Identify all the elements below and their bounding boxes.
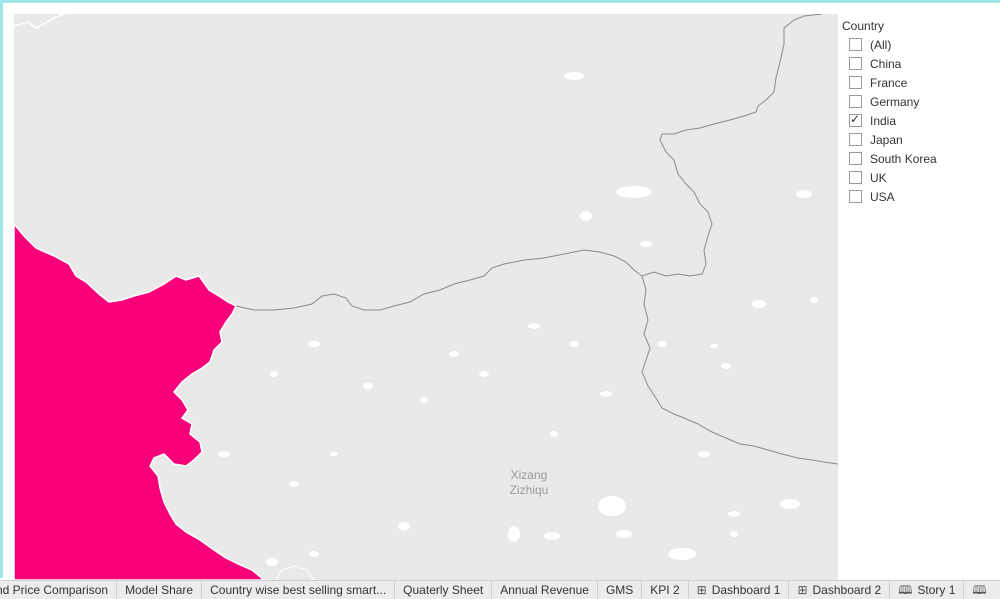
sheet-tab-label: Dashboard 2	[812, 583, 882, 597]
region-lower-right	[275, 565, 315, 580]
sheet-tab[interactable]: Country wise best selling smart...	[202, 581, 396, 599]
border-line-north	[14, 14, 65, 29]
sheet-tab-label: Country wise best selling smart...	[210, 583, 387, 597]
sheet-tab-label: nd Price Comparison	[0, 583, 109, 597]
filter-options: (All) China France Germany India Japan South K…	[842, 35, 1000, 206]
dashboard-icon: ⊞	[797, 583, 808, 597]
filter-option-label: (All)	[870, 37, 892, 52]
filter-option-label: USA	[870, 189, 895, 204]
filter-option[interactable]: Japan	[842, 130, 1000, 149]
checkbox[interactable]	[849, 152, 862, 165]
checkbox[interactable]	[849, 38, 862, 51]
sheet-tab-bar: nd Price Comparison Model Share Country wi…	[0, 580, 1000, 599]
sheet-tab-label: Story 1	[917, 583, 956, 597]
filter-option[interactable]: India	[842, 111, 1000, 130]
sheet-tab-label: Quaterly Sheet	[403, 583, 484, 597]
story-icon: 🕮	[898, 583, 913, 597]
checkbox[interactable]	[849, 95, 862, 108]
sheet-tab[interactable]: Annual Revenue	[492, 581, 598, 599]
sheet-tab[interactable]: ⊞ Dashboard 2	[789, 581, 891, 599]
sheet-tab[interactable]: KPI 2	[642, 581, 689, 599]
filter-option[interactable]: France	[842, 73, 1000, 92]
filter-option-label: UK	[870, 170, 887, 185]
sheet-tab-label: Model Share	[125, 583, 194, 597]
map-label-line1: Xizang	[510, 468, 548, 482]
filter-option-label: France	[870, 75, 908, 90]
india-region[interactable]	[14, 222, 266, 580]
sheet-tab[interactable]: ⊞ Dashboard 1	[689, 581, 790, 599]
country-filter: Country (All) China France Germany India Japa…	[842, 17, 1000, 206]
filter-option-label: India	[870, 113, 897, 128]
checkbox[interactable]	[849, 133, 862, 146]
checkbox[interactable]	[849, 112, 862, 127]
sheet-tab-label: GMS	[605, 583, 634, 597]
filter-option-label: China	[870, 56, 902, 71]
sheet-tab-label: Dashboard 1	[711, 583, 781, 597]
filter-option[interactable]: (All)	[842, 35, 1000, 54]
filter-option[interactable]: China	[842, 54, 1000, 73]
sheet-tab[interactable]: nd Price Comparison	[0, 581, 118, 599]
lakes	[218, 72, 818, 566]
sheet-tab[interactable]: Model Share	[117, 581, 203, 599]
sheet-tab[interactable]: 🕮 Story 1	[890, 581, 965, 599]
border-line-east	[641, 275, 838, 465]
sheet-tab-label: KPI 2	[650, 583, 680, 597]
sheet-tab-label: Annual Revenue	[500, 583, 589, 597]
map-region-label: Xizang Zizhiqu	[484, 468, 574, 498]
checkbox[interactable]	[849, 57, 862, 70]
filter-option-label: South Korea	[870, 151, 937, 166]
sheet-tab[interactable]: 🕮	[964, 581, 1000, 599]
map-view[interactable]: Xizang Zizhiqu	[14, 14, 838, 580]
filter-option-label: Japan	[870, 132, 903, 147]
checkbox[interactable]	[849, 190, 862, 203]
filter-option[interactable]: UK	[842, 168, 1000, 187]
filter-option[interactable]: South Korea	[842, 149, 1000, 168]
filter-option-label: Germany	[870, 94, 920, 109]
filter-option[interactable]: USA	[842, 187, 1000, 206]
worksheet-frame: Xizang Zizhiqu Country (All) China France G…	[0, 0, 1000, 578]
map-label-line2: Zizhiqu	[509, 483, 549, 497]
dashboard-icon: ⊞	[696, 583, 707, 597]
sheet-tab[interactable]: Quaterly Sheet	[395, 581, 493, 599]
border-line-main	[235, 14, 823, 311]
filter-title: Country	[842, 19, 885, 33]
checkbox[interactable]	[849, 76, 862, 89]
story-icon: 🕮	[972, 583, 987, 597]
filter-option[interactable]: Germany	[842, 92, 1000, 111]
map-canvas[interactable]	[14, 14, 838, 580]
checkbox[interactable]	[849, 171, 862, 184]
sheet-tab[interactable]: GMS	[598, 581, 643, 599]
